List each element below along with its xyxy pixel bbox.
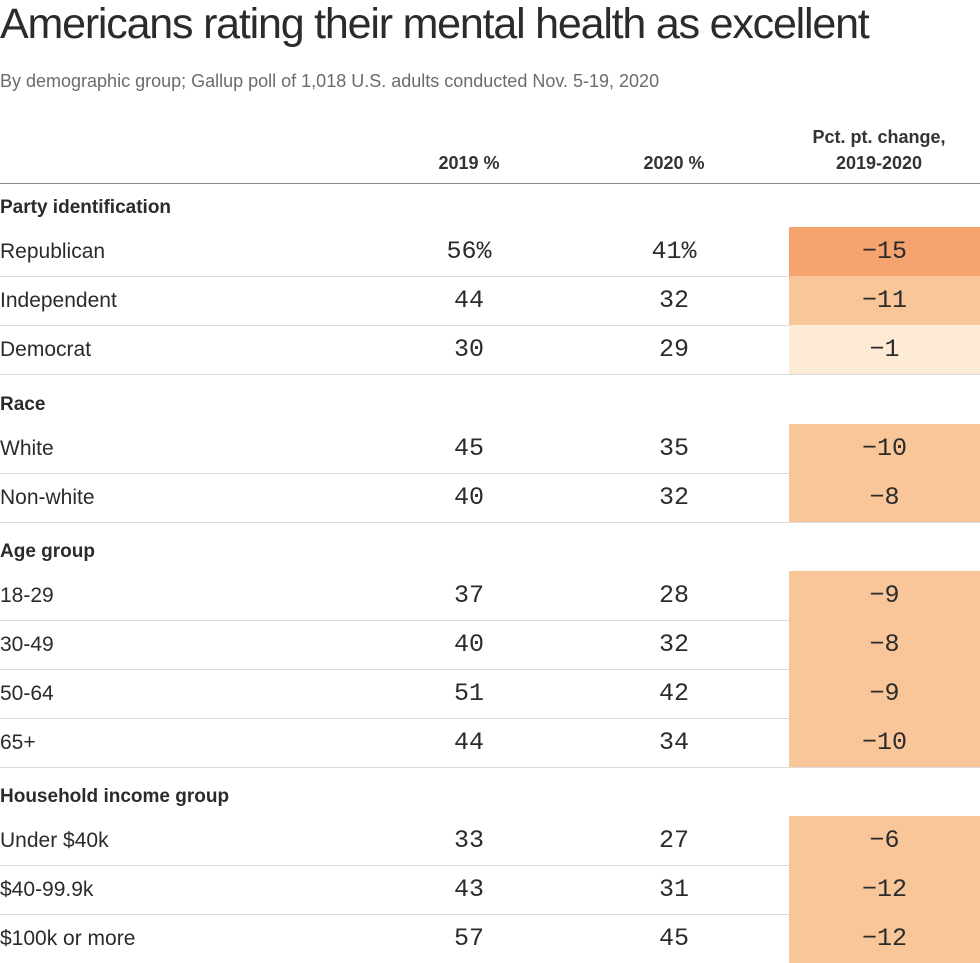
value-2019: 30	[453, 335, 484, 364]
change-cell: −6	[789, 816, 980, 865]
value-2020: 32	[658, 630, 689, 659]
value-2020: 27	[658, 826, 689, 855]
table-row: 50-64 51 42 −9	[0, 669, 980, 719]
value-2019: 37	[453, 581, 484, 610]
table-row: Under $40k 33 27 −6	[0, 816, 980, 866]
table-row: $100k or more 57 45 −12	[0, 914, 980, 963]
change-cell: −9	[789, 669, 980, 718]
value-2020: 35	[658, 434, 689, 463]
value-2020: 29	[658, 335, 689, 364]
table-row: $40-99.9k 43 31 −12	[0, 865, 980, 915]
chart-subtitle: By demographic group; Gallup poll of 1,0…	[0, 71, 660, 91]
value-2019: 43	[453, 875, 484, 904]
table-row: Republican 56% 41% −15	[0, 227, 980, 277]
value-2020: 42	[658, 679, 689, 708]
column-header-change-line1: Pct. pt. change,	[812, 127, 946, 147]
chart-title: Americans rating their mental health as …	[0, 0, 870, 48]
change-cell: −11	[789, 276, 980, 325]
value-2019: 44	[453, 286, 484, 315]
column-header-2019: 2019 %	[438, 153, 500, 173]
row-label: Independent	[0, 289, 117, 312]
change-cell: −10	[789, 424, 980, 473]
header-divider	[0, 183, 980, 184]
change-cell: −12	[789, 914, 980, 963]
value-2019: 45	[453, 434, 484, 463]
value-2019: 44	[453, 728, 484, 757]
table-row: Democrat 30 29 −1	[0, 325, 980, 375]
section-header: Party identification	[0, 197, 172, 218]
row-label: $40-99.9k	[0, 878, 94, 901]
column-header-2020: 2020 %	[643, 153, 705, 173]
value-2020: 34	[658, 728, 689, 757]
change-cell: −10	[789, 718, 980, 767]
section-header: Age group	[0, 541, 95, 562]
value-2020: 32	[658, 483, 689, 512]
change-cell: −1	[789, 325, 980, 374]
row-label: Non-white	[0, 486, 95, 509]
row-label: 30-49	[0, 633, 54, 656]
row-label: 18-29	[0, 584, 54, 607]
column-header-change-line2: 2019-2020	[835, 153, 923, 173]
change-cell: −9	[789, 571, 980, 620]
row-label: Under $40k	[0, 829, 109, 852]
row-label: Democrat	[0, 338, 92, 361]
value-2020: 45	[658, 924, 689, 953]
row-label: 50-64	[0, 682, 54, 705]
value-2019: 33	[453, 826, 484, 855]
change-cell: −12	[789, 865, 980, 914]
value-2020: 32	[658, 286, 689, 315]
row-label: Republican	[0, 240, 106, 263]
table-row: 30-49 40 32 −8	[0, 620, 980, 670]
value-2019: 51	[453, 679, 484, 708]
row-label: 65+	[0, 731, 36, 754]
change-cell: −8	[789, 473, 980, 522]
table-row: White 45 35 −10	[0, 424, 980, 474]
table-row: Independent 44 32 −11	[0, 276, 980, 326]
table-row: 65+ 44 34 −10	[0, 718, 980, 768]
change-cell: −8	[789, 620, 980, 669]
value-2020: 28	[658, 581, 689, 610]
value-2019: 57	[453, 924, 484, 953]
value-2020: 41%	[651, 237, 697, 266]
value-2019: 40	[453, 630, 484, 659]
section-header: Household income group	[0, 786, 230, 807]
row-label: $100k or more	[0, 927, 136, 950]
section-header: Race	[0, 394, 46, 415]
change-cell: −15	[789, 227, 980, 276]
row-label: White	[0, 437, 54, 460]
value-2019: 40	[453, 483, 484, 512]
value-2020: 31	[658, 875, 689, 904]
value-2019: 56%	[446, 237, 492, 266]
table-row: Non-white 40 32 −8	[0, 473, 980, 523]
table-row: 18-29 37 28 −9	[0, 571, 980, 621]
column-header-change: Pct. pt. change, 2019-2020	[779, 124, 979, 176]
